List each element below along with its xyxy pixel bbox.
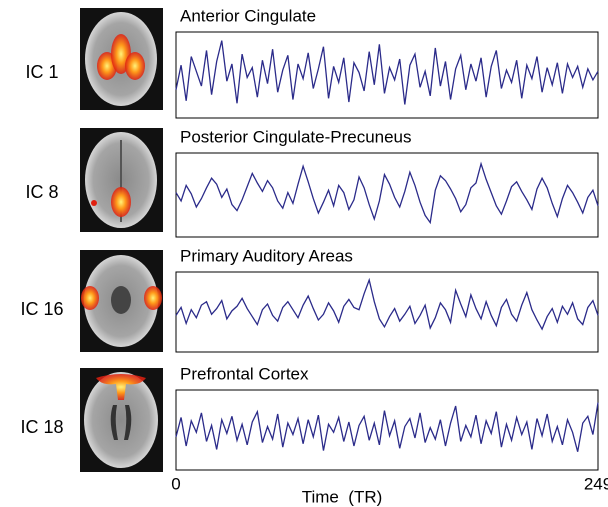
brain-image [80,128,163,232]
panel-title: Anterior Cingulate [180,6,316,25]
panel-title: Posterior Cingulate-Precuneus [180,127,412,146]
panel-label: IC 1 [25,62,58,82]
brain-image [80,250,163,352]
x-tick-label: 0 [171,474,180,493]
panel-title: Primary Auditory Areas [180,246,353,265]
page: {"chart_data": [ {"type": "line", "label… [0,0,608,507]
plot-frame [176,272,598,352]
x-tick-label: 249 [584,474,608,493]
panel-label: IC 8 [25,182,58,202]
figure: IC 1 Anterior Cingulate IC 8 Posterior Cing… [0,0,608,507]
plot-frame [176,153,598,237]
x-axis-label: Time (TR) [302,487,383,506]
brain-image [80,8,163,110]
panel-label: IC 18 [20,417,63,437]
brain-image [80,368,163,472]
panel-title: Prefrontal Cortex [180,364,309,383]
panel-label: IC 16 [20,299,63,319]
